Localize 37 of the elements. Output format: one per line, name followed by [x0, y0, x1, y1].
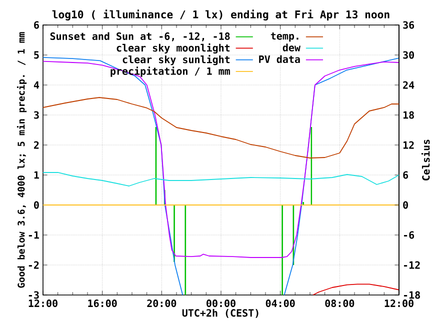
y2-tick-label: 12 — [403, 141, 414, 149]
y2-tick-label: -6 — [404, 231, 414, 239]
y-tick-label: -1 — [28, 231, 39, 239]
y-tick-label: -2 — [28, 261, 39, 269]
y2-tick-label: 18 — [403, 111, 414, 119]
y2-axis-title: Celsius — [421, 140, 430, 180]
y-tick-label: 0 — [34, 201, 39, 209]
y-tick-label: 4 — [34, 81, 40, 89]
legend-label: clear sky sunlight — [122, 54, 230, 66]
y2-tick-label: -12 — [404, 261, 420, 269]
y2-tick-label: 36 — [403, 21, 414, 29]
y2-tick-label: 6 — [403, 171, 408, 179]
y2-tick-label: 0 — [403, 201, 408, 209]
y-tick-label: 1 — [34, 171, 39, 179]
chart-title: log10 ( illuminance / 1 lx) ending at Fri Apr 13 noon — [52, 10, 390, 20]
y-tick-label: -3 — [28, 291, 39, 299]
x-axis-title: UTC+2h (CEST) — [182, 308, 258, 318]
y-tick-label: 6 — [34, 21, 39, 29]
legend-label: temp. — [270, 32, 298, 42]
legend-label: Sunset and Sun at -6, -12, -18 — [50, 32, 230, 42]
x-tick-label: 12:00 — [384, 300, 414, 308]
legend-label: clear sky moonlight — [116, 43, 230, 54]
x-tick-label: 08:00 — [325, 300, 354, 308]
y2-tick-label: 24 — [403, 81, 414, 89]
x-tick-label: 20:00 — [147, 300, 176, 308]
y2-tick-label: 30 — [403, 51, 414, 59]
y-tick-label: 2 — [34, 141, 39, 149]
y-tick-label: 5 — [34, 51, 39, 59]
x-tick-label: 04:00 — [266, 300, 295, 308]
x-tick-label: 12:00 — [28, 300, 58, 308]
y-tick-label: 3 — [34, 111, 39, 119]
y-axis-title: Good below 3.6, 4000 lx; 5 min precip. / 1 mm — [16, 32, 27, 288]
legend-label: PV data — [259, 55, 300, 63]
y2-tick-label: -18 — [404, 291, 420, 299]
x-tick-label: 00:00 — [206, 300, 236, 308]
legend-label: dew — [282, 44, 300, 52]
x-tick-label: 16:00 — [88, 300, 117, 308]
